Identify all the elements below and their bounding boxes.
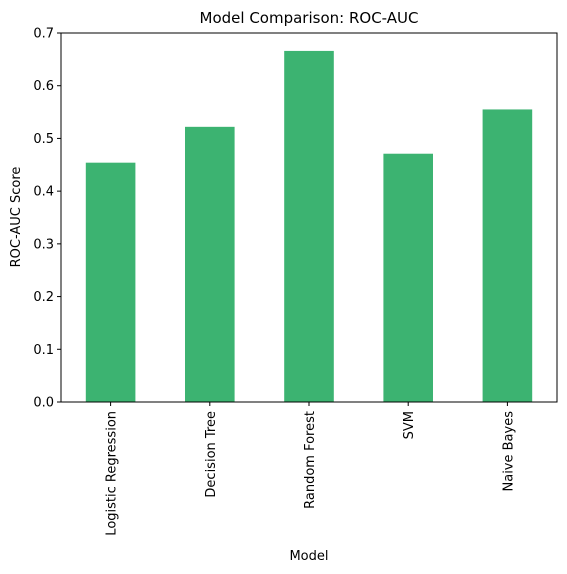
x-axis-title: Model: [289, 549, 328, 564]
x-tick-label: Decision Tree: [204, 411, 219, 498]
x-tick-label: Random Forest: [303, 411, 318, 509]
bar-decision-tree: [185, 126, 235, 402]
y-tick-label: 0.2: [33, 290, 54, 305]
y-tick-label: 0.3: [33, 237, 54, 252]
y-tick-label: 0.5: [33, 132, 54, 147]
bars-layer: [85, 50, 533, 403]
y-axis-ticks: 0.0 0.1 0.2 0.3 0.4 0.5 0.6 0.7: [33, 27, 61, 411]
y-tick-label: 0.0: [33, 396, 54, 411]
y-tick-label: 0.7: [33, 27, 54, 42]
bar-svm: [383, 153, 433, 402]
x-tick-label: Naive Bayes: [501, 411, 516, 492]
x-axis-ticks: Logistic Regression Decision Tree Random F…: [105, 402, 516, 536]
y-tick-label: 0.6: [33, 79, 54, 94]
y-tick-label: 0.4: [33, 185, 54, 200]
y-tick-label: 0.1: [33, 343, 54, 358]
bar-random-forest: [284, 50, 334, 403]
y-axis-title: ROC-AUC Score: [9, 167, 24, 268]
bar-logistic-regression: [85, 162, 136, 402]
x-tick-label: Logistic Regression: [105, 411, 120, 536]
bar-naive-bayes: [482, 109, 533, 402]
chart-title: Model Comparison: ROC-AUC: [200, 9, 419, 27]
x-tick-label: SVM: [402, 411, 417, 439]
